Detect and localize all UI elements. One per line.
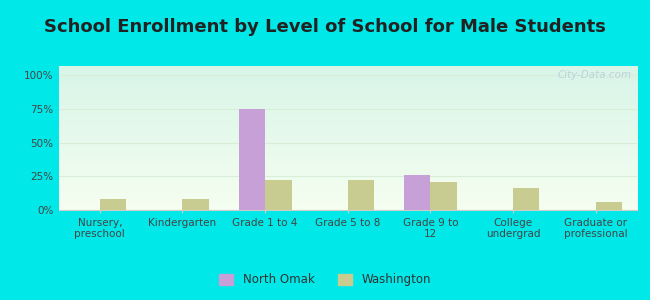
Bar: [513, 188, 540, 210]
Bar: [100, 199, 126, 210]
Bar: [239, 109, 265, 210]
Bar: [430, 182, 457, 210]
Bar: [265, 180, 292, 210]
Bar: [404, 175, 430, 210]
Bar: [348, 180, 374, 210]
Bar: [183, 199, 209, 210]
Text: City-Data.com: City-Data.com: [557, 70, 631, 80]
Legend: North Omak, Washington: North Omak, Washington: [214, 269, 436, 291]
Text: School Enrollment by Level of School for Male Students: School Enrollment by Level of School for…: [44, 18, 606, 36]
Bar: [595, 202, 622, 210]
